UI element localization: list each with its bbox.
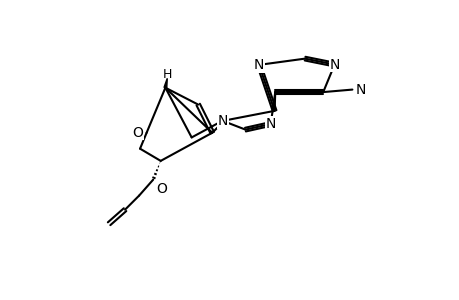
Text: N: N bbox=[265, 117, 275, 131]
Text: O: O bbox=[132, 126, 143, 140]
Text: O: O bbox=[156, 182, 167, 196]
Text: N: N bbox=[329, 58, 339, 72]
Text: N: N bbox=[354, 82, 365, 97]
Polygon shape bbox=[164, 78, 167, 88]
Text: N: N bbox=[253, 58, 263, 72]
Text: N: N bbox=[217, 114, 228, 128]
Text: H: H bbox=[162, 68, 172, 81]
Polygon shape bbox=[222, 116, 227, 121]
